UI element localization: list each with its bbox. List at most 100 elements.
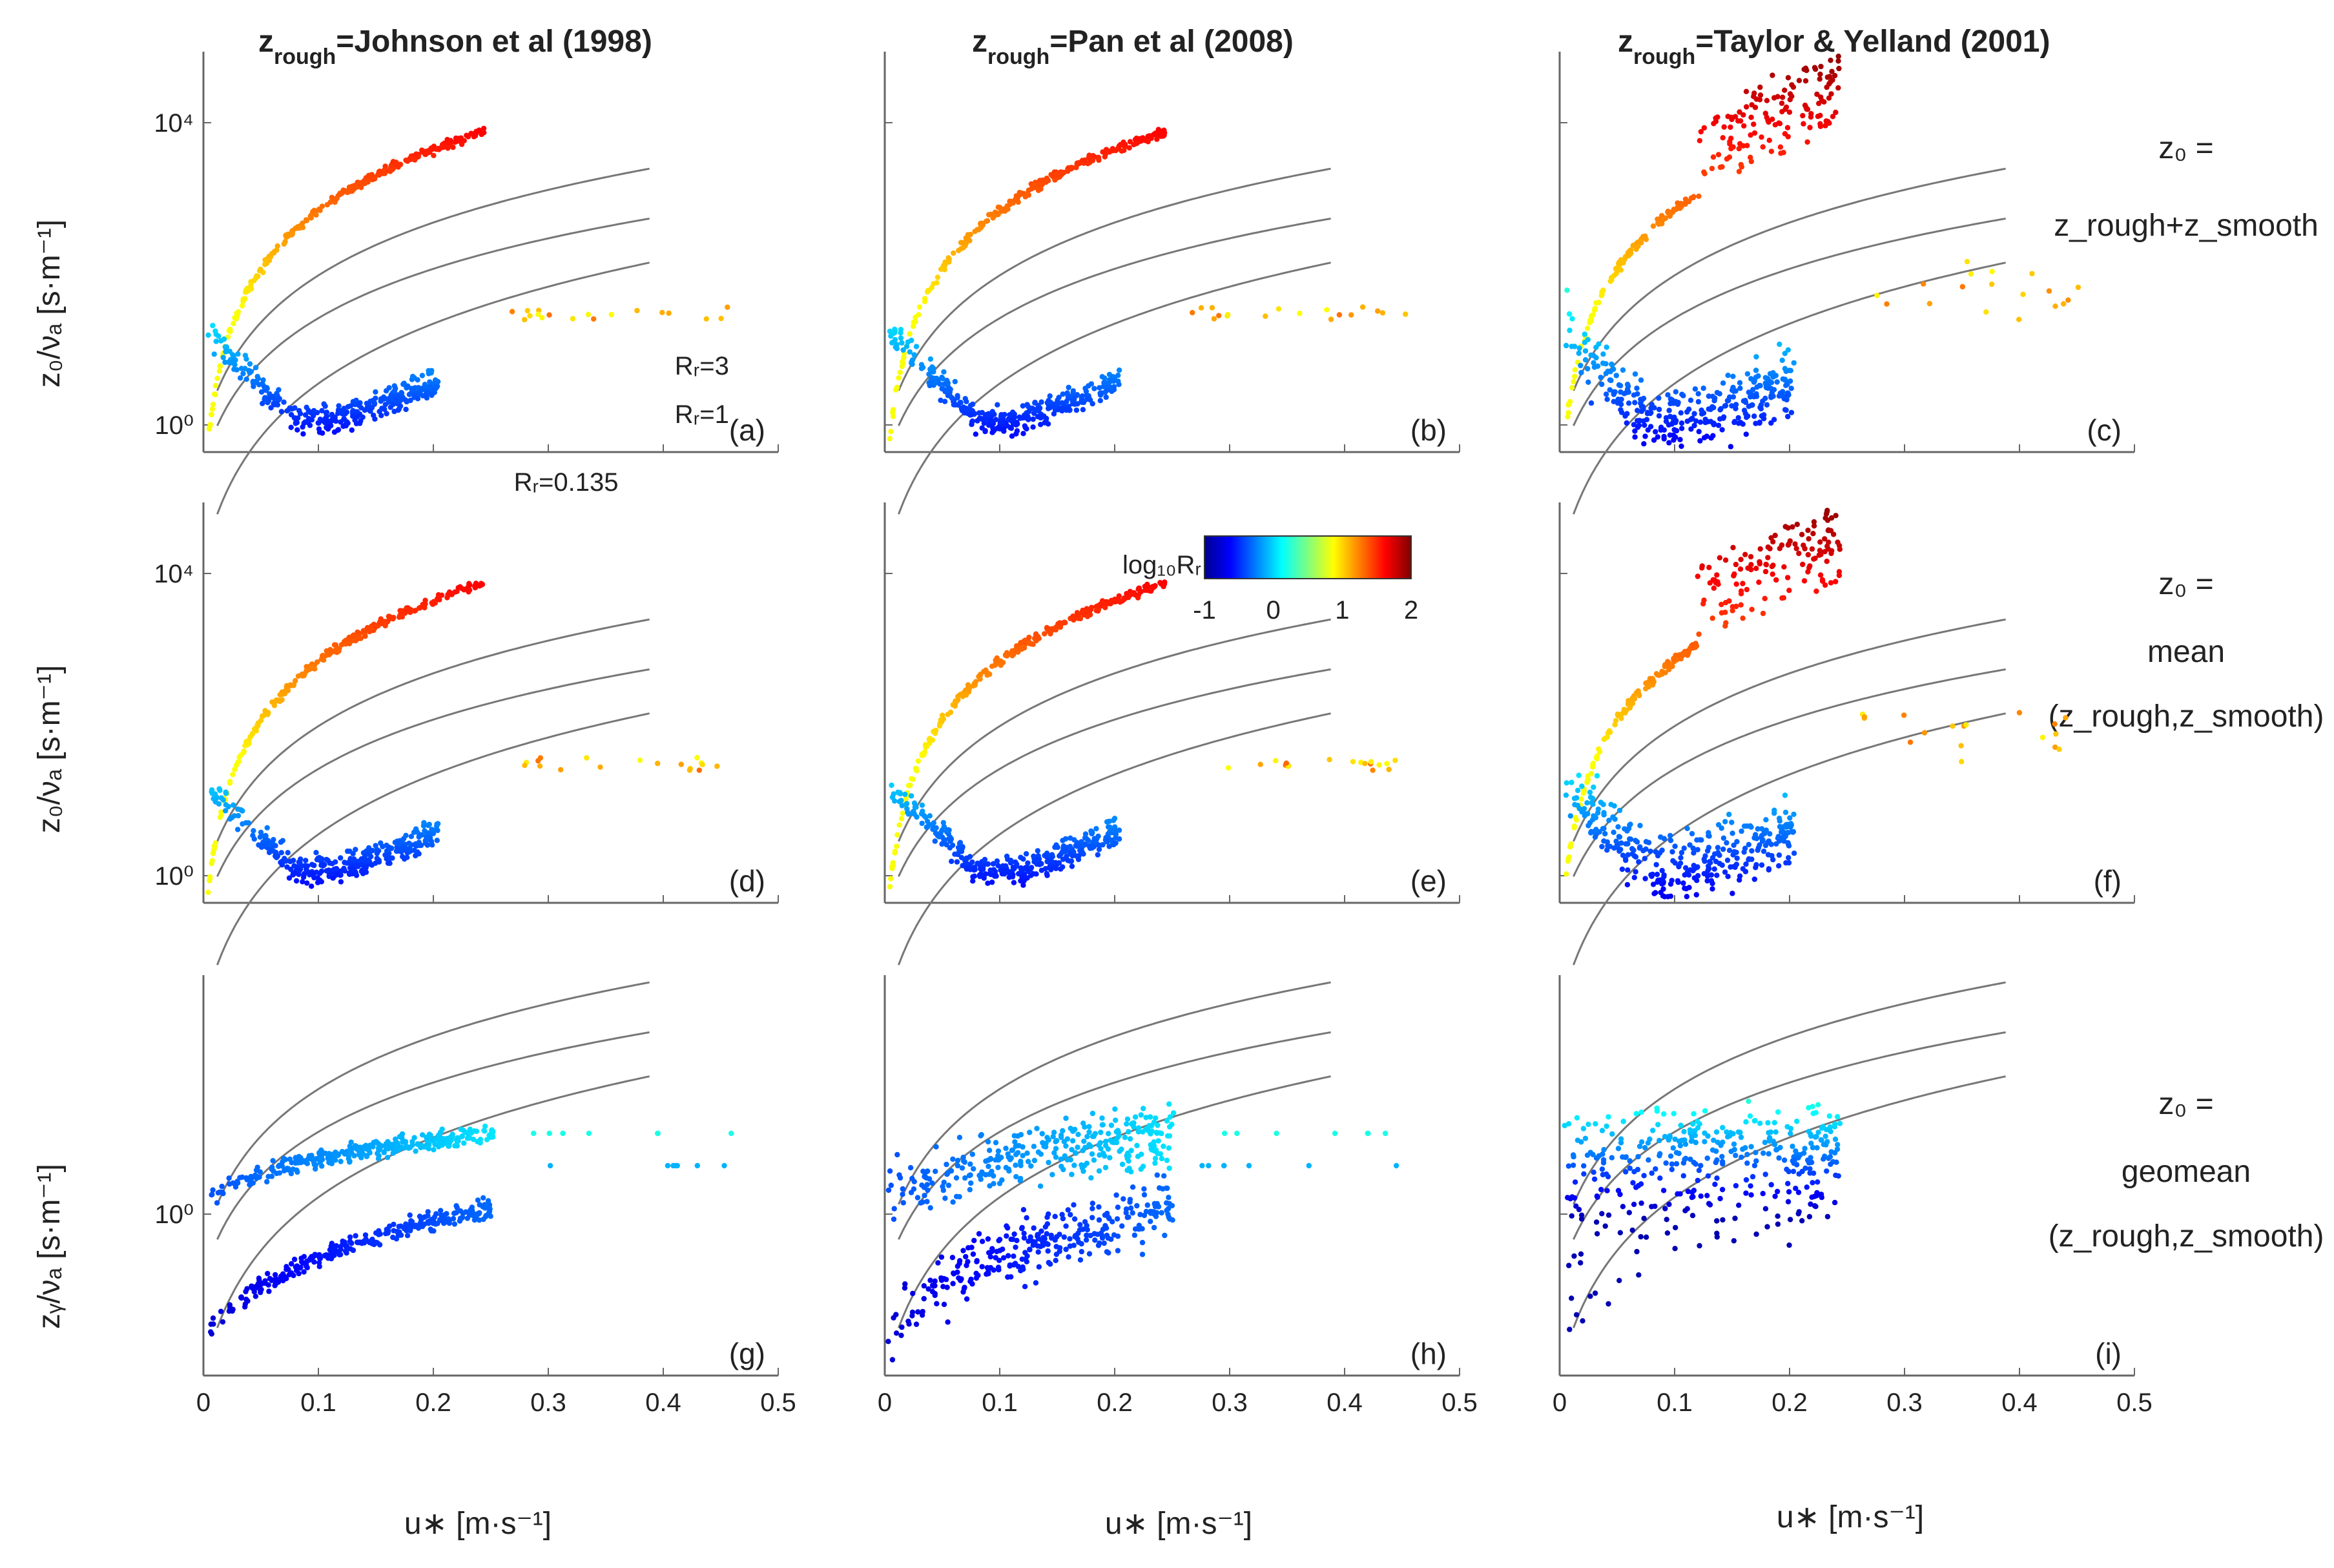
data-point	[1141, 1186, 1147, 1192]
data-point	[909, 360, 914, 366]
data-point	[1132, 592, 1138, 598]
data-point	[1608, 377, 1614, 384]
data-point	[403, 157, 409, 163]
data-point	[1709, 615, 1715, 621]
data-point	[1730, 891, 1735, 896]
data-point	[216, 333, 222, 339]
data-point	[1071, 837, 1077, 843]
data-point	[898, 1332, 904, 1338]
data-point	[1053, 1252, 1060, 1257]
data-point	[1807, 125, 1813, 130]
data-point	[1070, 388, 1077, 394]
data-point	[1782, 131, 1788, 137]
colorbar-label: log₁₀Rᵣ	[1122, 551, 1201, 579]
data-point	[1038, 399, 1044, 405]
data-point	[1591, 784, 1596, 790]
data-point	[1746, 856, 1752, 862]
data-point	[1656, 406, 1662, 413]
data-point	[1800, 561, 1806, 568]
data-point	[888, 429, 894, 435]
data-point	[1096, 847, 1102, 852]
data-point	[1108, 1122, 1115, 1128]
data-point	[1026, 408, 1032, 415]
data-point	[477, 1202, 482, 1208]
data-point	[373, 389, 378, 395]
data-point	[1000, 1255, 1007, 1261]
data-point	[1044, 1221, 1051, 1227]
data-point	[921, 813, 927, 819]
data-point	[1669, 878, 1675, 883]
data-point	[1044, 415, 1049, 422]
data-point	[416, 834, 422, 840]
data-point	[1711, 121, 1717, 127]
reference-curve	[216, 981, 650, 1205]
data-point	[1686, 648, 1691, 654]
data-point	[347, 1234, 353, 1240]
data-point	[1068, 1212, 1073, 1218]
data-point	[1766, 119, 1771, 125]
data-point	[1582, 348, 1589, 354]
data-point	[303, 858, 309, 863]
data-point	[1805, 528, 1811, 533]
data-point	[1794, 521, 1800, 528]
data-point	[938, 1275, 944, 1281]
data-point	[1021, 1230, 1027, 1237]
data-point	[1044, 1231, 1050, 1237]
data-point	[998, 867, 1004, 873]
data-point	[1777, 144, 1784, 150]
data-point	[411, 847, 417, 853]
data-point	[921, 1283, 927, 1289]
data-point	[1018, 1160, 1024, 1166]
data-point	[1735, 415, 1741, 421]
data-point	[958, 240, 964, 245]
data-point	[301, 672, 307, 679]
reference-curve	[1573, 218, 2006, 426]
data-point	[921, 1295, 927, 1302]
data-point	[421, 820, 427, 826]
x-tick-label: 0.4	[1327, 1388, 1363, 1417]
data-point	[1620, 852, 1626, 858]
data-point	[1783, 407, 1789, 413]
data-point	[1121, 1196, 1126, 1202]
data-point	[1576, 772, 1582, 778]
data-point	[1760, 398, 1766, 404]
reference-curve	[1573, 618, 2006, 842]
data-point	[1007, 1157, 1013, 1162]
data-point	[1035, 1249, 1041, 1255]
data-point	[932, 838, 938, 844]
data-point	[1022, 192, 1028, 199]
data-point	[1753, 566, 1759, 572]
data-point	[1035, 1149, 1042, 1155]
data-point	[311, 1162, 318, 1168]
data-point	[429, 392, 435, 398]
data-point	[1625, 852, 1631, 858]
data-point	[1757, 559, 1762, 565]
data-point	[1598, 375, 1604, 380]
data-point	[1071, 1202, 1077, 1208]
data-point	[1573, 795, 1580, 801]
data-point	[1730, 544, 1736, 551]
data-point	[1710, 154, 1717, 160]
data-point	[376, 1228, 382, 1234]
data-point	[231, 802, 236, 808]
data-point	[1113, 1192, 1119, 1198]
data-point	[1671, 427, 1677, 433]
data-point	[223, 349, 229, 355]
data-point	[1049, 859, 1055, 865]
data-point	[409, 373, 416, 380]
data-point	[1717, 555, 1722, 561]
data-point	[1003, 1146, 1009, 1151]
data-point	[438, 1212, 444, 1218]
data-point	[1079, 848, 1085, 854]
data-point	[1828, 79, 1833, 85]
data-point	[1734, 855, 1740, 861]
data-point	[1704, 870, 1709, 876]
data-point	[1077, 1222, 1083, 1228]
data-point	[1791, 811, 1797, 818]
data-point	[919, 820, 925, 827]
data-point	[1565, 414, 1571, 420]
data-point	[404, 385, 409, 391]
data-point	[1155, 1138, 1161, 1144]
data-point	[1688, 397, 1694, 403]
data-point	[235, 812, 242, 819]
